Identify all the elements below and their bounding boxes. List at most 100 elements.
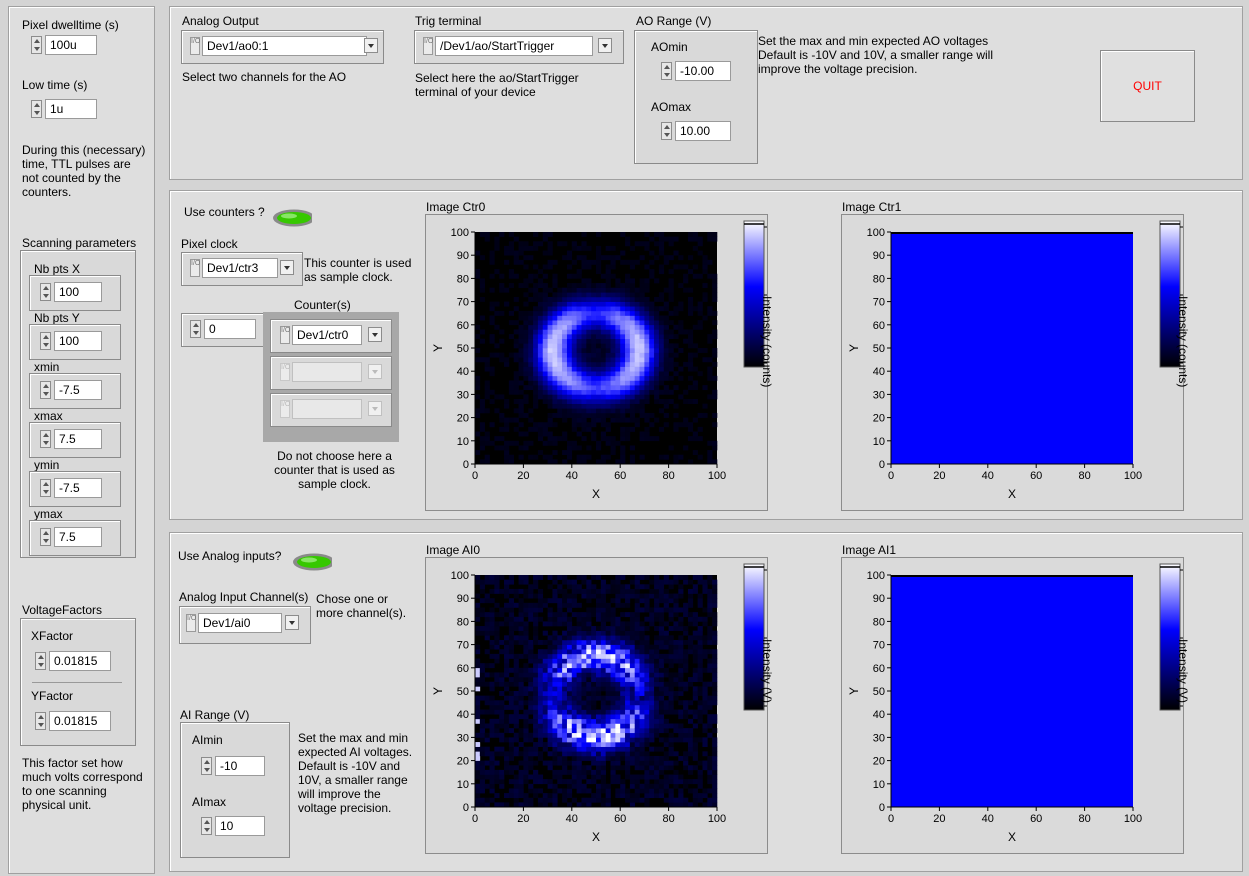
ao-io-icon: I/O — [190, 37, 200, 55]
image-ai0-graph[interactable]: 0204060801000102030405060708090100XY0.80… — [425, 557, 784, 854]
heatmap-cells — [475, 575, 718, 808]
y-tick-label: 20 — [873, 756, 885, 768]
image-ctr0-graph[interactable]: 0204060801000102030405060708090100XY2501… — [425, 214, 787, 511]
xfactor-input[interactable]: 0.01815 — [35, 650, 115, 672]
x-tick-label: 20 — [517, 813, 529, 825]
heatmap-plot-area — [891, 232, 1133, 464]
image-ai0-title: Image AI0 — [426, 543, 481, 557]
y-tick-label: 90 — [873, 250, 885, 262]
counter-select[interactable]: I/O — [280, 398, 388, 420]
ao-dropdown-icon[interactable] — [364, 38, 378, 53]
use-counters-label: Use counters ? — [184, 205, 265, 219]
trig-io-icon: I/O — [423, 37, 433, 55]
scan-param-input[interactable]: 100 — [40, 330, 102, 352]
scan-param-input[interactable]: -7.5 — [40, 477, 102, 499]
yfactor-label: YFactor — [31, 689, 74, 703]
image-ctr0-title: Image Ctr0 — [426, 200, 486, 214]
y-tick-label: 90 — [457, 593, 469, 605]
scan-param-label: ymax — [34, 507, 63, 521]
counter-io-icon: I/O — [280, 400, 290, 418]
colorbar — [743, 563, 765, 711]
counter-dropdown-icon[interactable] — [368, 401, 382, 416]
scan-param-stepper-icon[interactable] — [40, 528, 51, 546]
y-tick-label: 50 — [873, 343, 885, 355]
counter-index-input[interactable]: 0 — [190, 318, 256, 340]
scan-param-stepper-icon[interactable] — [40, 381, 51, 399]
dwell-input[interactable]: 100u — [31, 34, 97, 56]
quit-button[interactable]: QUIT — [1100, 50, 1195, 122]
aimin-input[interactable]: -10 — [201, 755, 267, 777]
y-tick-label: 60 — [873, 320, 885, 332]
aomin-input[interactable]: -10.00 — [661, 60, 733, 82]
image-ctr1-title: Image Ctr1 — [842, 200, 902, 214]
pixel-clock-io-icon: I/O — [190, 259, 200, 277]
xfactor-stepper-icon[interactable] — [35, 652, 46, 670]
y-tick-label: 40 — [457, 709, 469, 721]
y-tick-label: 20 — [457, 413, 469, 425]
y-tick-label: 60 — [457, 663, 469, 675]
ao-range-note: Set the max and min expected AO voltages… — [758, 34, 994, 76]
y-tick-label: 70 — [457, 640, 469, 652]
scan-title: Scanning parameters — [22, 236, 137, 250]
scan-param-label: ymin — [34, 458, 60, 472]
aimax-stepper-icon[interactable] — [201, 817, 212, 835]
scan-param-input[interactable]: -7.5 — [40, 379, 102, 401]
pixel-clock-dropdown-icon[interactable] — [280, 260, 294, 275]
yfactor-input[interactable]: 0.01815 — [35, 710, 115, 732]
scan-param-stepper-icon[interactable] — [40, 479, 51, 497]
x-tick-label: 80 — [1078, 470, 1090, 482]
counter-dropdown-icon[interactable] — [368, 327, 382, 342]
y-tick-label: 70 — [873, 640, 885, 652]
ai-channel-dropdown-icon[interactable] — [285, 615, 299, 630]
colorbar-label: Intensity (counts) — [760, 296, 774, 388]
aomax-stepper-icon[interactable] — [661, 122, 672, 140]
y-tick-label: 10 — [457, 436, 469, 448]
counter-index-stepper-icon[interactable] — [190, 320, 201, 338]
trig-note: Select here the ao/StartTrigger terminal… — [415, 71, 579, 99]
aimax-input[interactable]: 10 — [201, 815, 267, 837]
scan-param-input[interactable]: 7.5 — [40, 428, 102, 450]
pixel-clock-select[interactable]: I/O Dev1/ctr3 — [190, 257, 298, 279]
image-ai1-graph[interactable]: 0204060801000102030405060708090100XY10-1 — [841, 557, 1195, 854]
use-analog-toggle[interactable] — [292, 552, 332, 572]
y-tick-label: 0 — [879, 459, 885, 471]
x-tick-label: 60 — [1030, 470, 1042, 482]
scan-param-stepper-icon[interactable] — [40, 283, 51, 301]
low-time-label: Low time (s) — [22, 78, 88, 92]
scan-param-stepper-icon[interactable] — [40, 430, 51, 448]
y-tick-label: 100 — [451, 570, 469, 582]
aomin-stepper-icon[interactable] — [661, 62, 672, 80]
yfactor-stepper-icon[interactable] — [35, 712, 46, 730]
scan-param-input[interactable]: 100 — [40, 281, 102, 303]
y-tick-label: 40 — [873, 366, 885, 378]
vf-note: This factor set how much volts correspon… — [22, 756, 143, 812]
y-tick-label: 10 — [873, 779, 885, 791]
x-axis-label: X — [592, 830, 600, 844]
trig-terminal-select[interactable]: I/O /Dev1/ao/StartTrigger — [423, 35, 619, 57]
scan-param-input[interactable]: 7.5 — [40, 526, 102, 548]
scan-param-label: xmin — [34, 360, 60, 374]
image-ctr1-graph[interactable]: 0204060801000102030405060708090100XY10-1 — [841, 214, 1195, 511]
ai-channel-label: Analog Input Channel(s) — [179, 590, 309, 604]
counters-label: Counter(s) — [294, 298, 351, 312]
aimax-label: AImax — [192, 795, 227, 809]
y-tick-label: 20 — [873, 413, 885, 425]
counter-select[interactable]: I/O Dev1/ctr0 — [280, 324, 388, 346]
dwell-stepper-icon[interactable] — [31, 36, 42, 54]
y-tick-label: 100 — [867, 227, 885, 239]
heatmap-cells — [891, 232, 1133, 464]
image-ai1-title: Image AI1 — [842, 543, 897, 557]
counter-note: Do not choose here a counter that is use… — [274, 449, 395, 491]
trig-dropdown-icon[interactable] — [598, 38, 612, 53]
use-counters-toggle[interactable] — [272, 208, 312, 228]
scan-param-stepper-icon[interactable] — [40, 332, 51, 350]
counter-io-icon: I/O — [280, 363, 290, 381]
ao-channel-select[interactable]: I/O Dev1/ao0:1 — [190, 35, 380, 57]
counter-select[interactable]: I/O — [280, 361, 388, 383]
ai-channel-select[interactable]: I/O Dev1/ai0 — [186, 612, 300, 634]
low-time-stepper-icon[interactable] — [31, 100, 42, 118]
low-time-input[interactable]: 1u — [31, 98, 97, 120]
aomax-input[interactable]: 10.00 — [661, 120, 733, 142]
counter-dropdown-icon[interactable] — [368, 364, 382, 379]
aimin-stepper-icon[interactable] — [201, 757, 212, 775]
